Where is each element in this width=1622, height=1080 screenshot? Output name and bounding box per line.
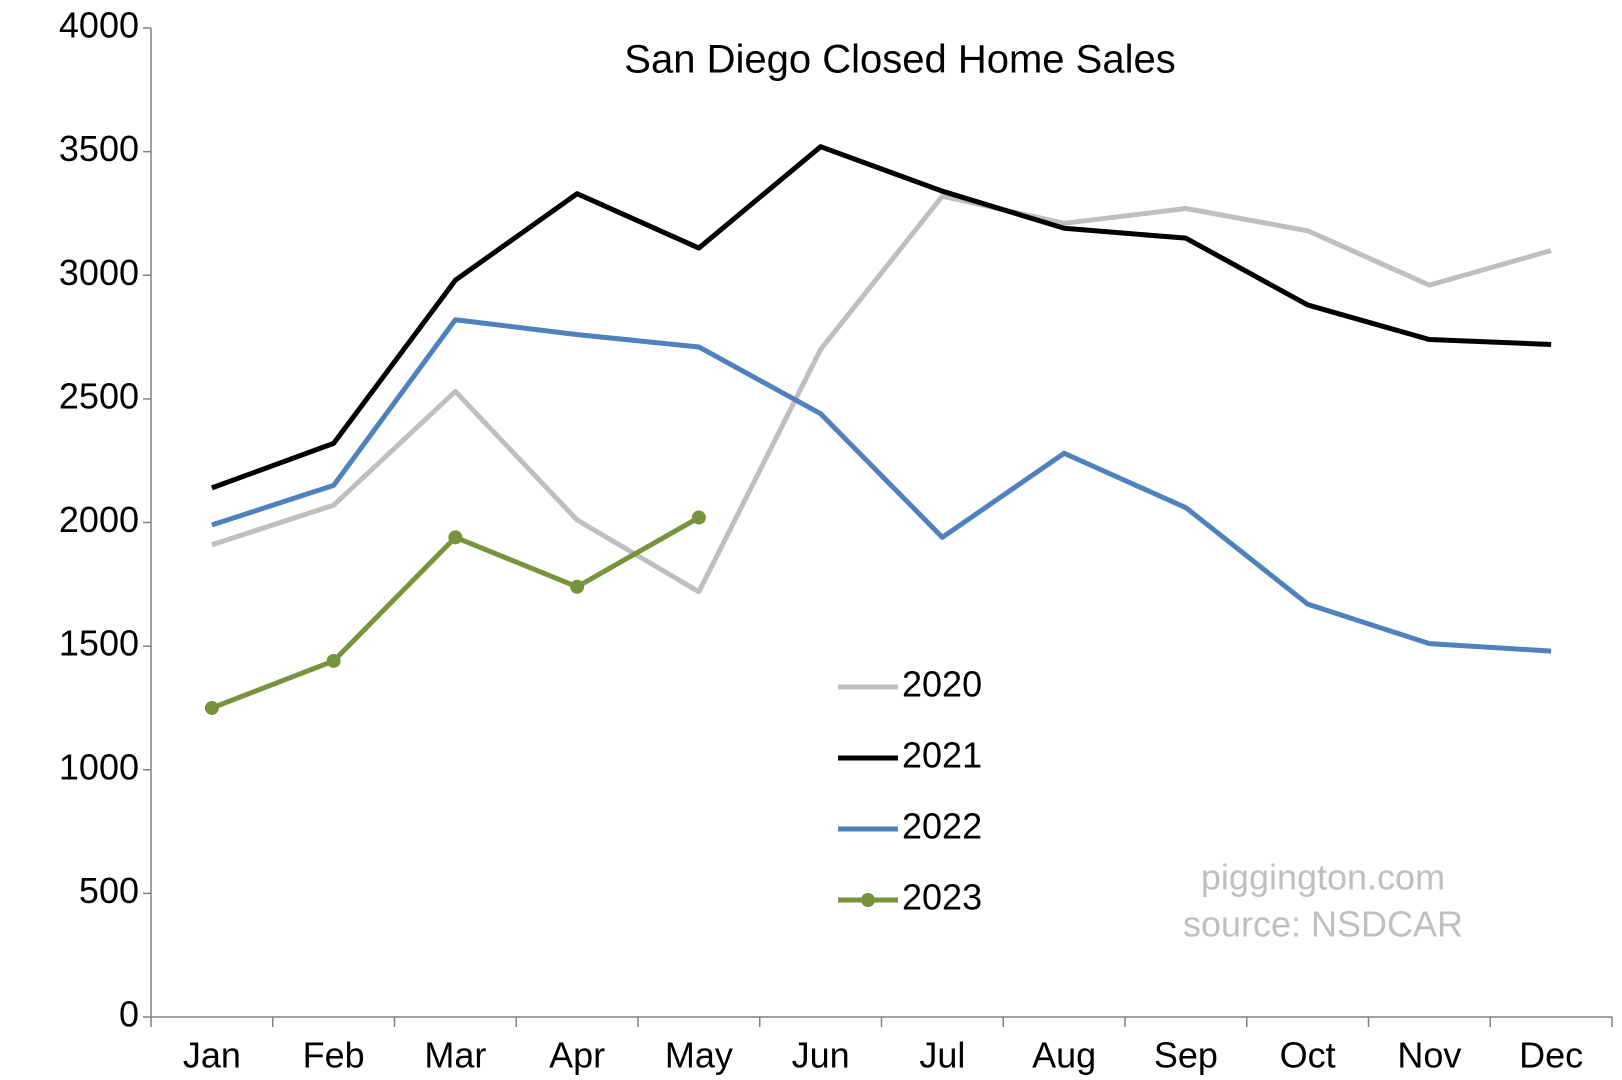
legend-label: 2022 xyxy=(902,806,982,847)
y-tick-label: 500 xyxy=(79,870,139,911)
x-tick-label: May xyxy=(665,1035,733,1076)
x-tick-label: Jul xyxy=(919,1035,965,1076)
x-tick-label: Jan xyxy=(183,1035,241,1076)
legend-marker xyxy=(861,893,875,907)
legend-label: 2020 xyxy=(902,664,982,705)
point xyxy=(204,700,219,715)
x-tick-label: Dec xyxy=(1519,1035,1583,1076)
annotation: piggington.com xyxy=(1201,857,1445,898)
y-tick-label: 3000 xyxy=(59,252,139,293)
y-tick-label: 3500 xyxy=(59,128,139,169)
x-tick-label: Sep xyxy=(1154,1035,1218,1076)
point xyxy=(691,510,706,525)
series-line xyxy=(211,144,1552,491)
x-tick-label: Jun xyxy=(792,1035,850,1076)
y-tick-label: 2500 xyxy=(59,375,139,416)
x-tick-label: Apr xyxy=(549,1035,605,1076)
legend-label: 2023 xyxy=(902,877,982,918)
annotation: source: NSDCAR xyxy=(1183,904,1463,945)
point xyxy=(326,653,341,668)
series-line xyxy=(211,193,1552,595)
chart-title: San Diego Closed Home Sales xyxy=(624,38,1175,82)
x-tick-label: Feb xyxy=(303,1035,365,1076)
point xyxy=(448,530,463,545)
x-tick-label: Aug xyxy=(1032,1035,1096,1076)
y-tick-label: 0 xyxy=(119,994,139,1035)
y-tick-label: 1500 xyxy=(59,623,139,664)
y-tick-label: 4000 xyxy=(59,5,139,46)
y-tick-label: 2000 xyxy=(59,499,139,540)
series-line xyxy=(211,317,1552,654)
x-tick-label: Oct xyxy=(1280,1035,1336,1076)
point xyxy=(570,579,585,594)
x-tick-label: Mar xyxy=(424,1035,486,1076)
legend-label: 2021 xyxy=(902,735,982,776)
x-tick-label: Nov xyxy=(1397,1035,1461,1076)
y-tick-label: 1000 xyxy=(59,746,139,787)
